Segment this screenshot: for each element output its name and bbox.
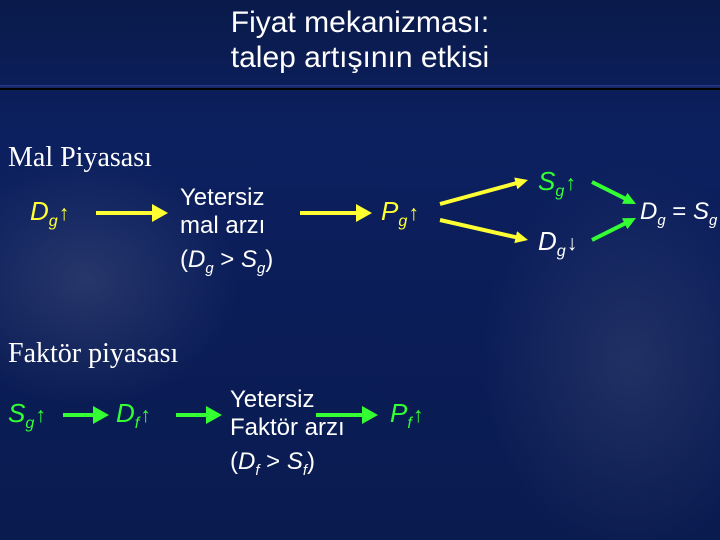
title-line-1: Fiyat mekanizması: <box>0 6 720 41</box>
node-Dg-up: Dg↑ <box>30 196 69 231</box>
section-factor-label: Faktör piyasası <box>8 338 178 370</box>
node-Pg-up: Pg↑ <box>381 196 419 231</box>
expr-Dg-eq-Sg: Dg = Sg <box>640 198 717 229</box>
node-Dg-down: Dg↓ <box>538 226 577 261</box>
node-Pf-up: Pf↑ <box>390 398 423 433</box>
text-yetersiz-mal: Yetersizmal arzı <box>180 184 265 239</box>
section-goods-label: Mal Piyasası <box>8 142 152 174</box>
slide-title: Fiyat mekanizması: talep artışının etkis… <box>0 6 720 75</box>
node-Df-up: Df↑ <box>116 398 151 433</box>
node-Sg-up-2: Sg↑ <box>8 398 46 433</box>
flow-arrow-diag <box>428 208 540 252</box>
expr-Df-gt-Sf: (Df > Sf) <box>230 448 315 479</box>
title-line-2: talep artışının etkisi <box>0 41 720 76</box>
flow-arrow-diag <box>580 206 648 252</box>
node-Sg-up: Sg↑ <box>538 166 576 201</box>
expr-Dg-gt-Sg: (Dg > Sg) <box>180 246 273 277</box>
title-divider <box>0 86 720 88</box>
